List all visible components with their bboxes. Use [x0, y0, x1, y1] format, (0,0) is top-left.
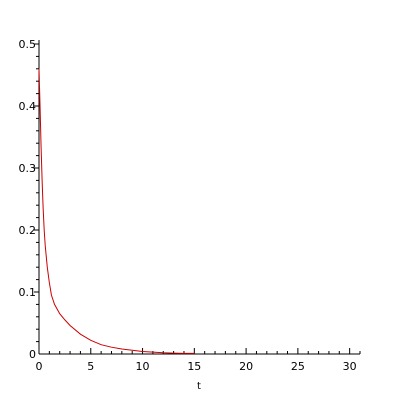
x-tick-label: 25	[291, 360, 305, 373]
x-tick-label: 20	[239, 360, 253, 373]
x-tick-label: 15	[187, 360, 201, 373]
x-tick-label: 10	[136, 360, 150, 373]
x-tick-label: 5	[87, 360, 94, 373]
x-axis-label: t	[197, 381, 201, 392]
x-tick-label: 0	[36, 360, 43, 373]
y-tick-label: 0.1	[19, 286, 37, 299]
y-tick-label: 0.2	[19, 224, 37, 237]
y-tick-label: 0	[29, 348, 36, 361]
y-tick-label: 0.5	[19, 38, 37, 51]
y-tick-label: 0.3	[19, 162, 37, 175]
x-tick-label: 30	[343, 360, 357, 373]
y-tick-label: 0.4	[19, 100, 37, 113]
series-line	[38, 68, 195, 354]
